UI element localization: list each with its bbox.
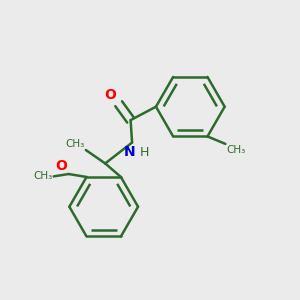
Text: N: N [123, 145, 135, 159]
Text: CH₃: CH₃ [33, 171, 52, 182]
Text: O: O [104, 88, 116, 102]
Text: O: O [56, 159, 68, 173]
Text: H: H [140, 146, 149, 158]
Text: CH₃: CH₃ [226, 145, 245, 154]
Text: CH₃: CH₃ [65, 139, 84, 149]
